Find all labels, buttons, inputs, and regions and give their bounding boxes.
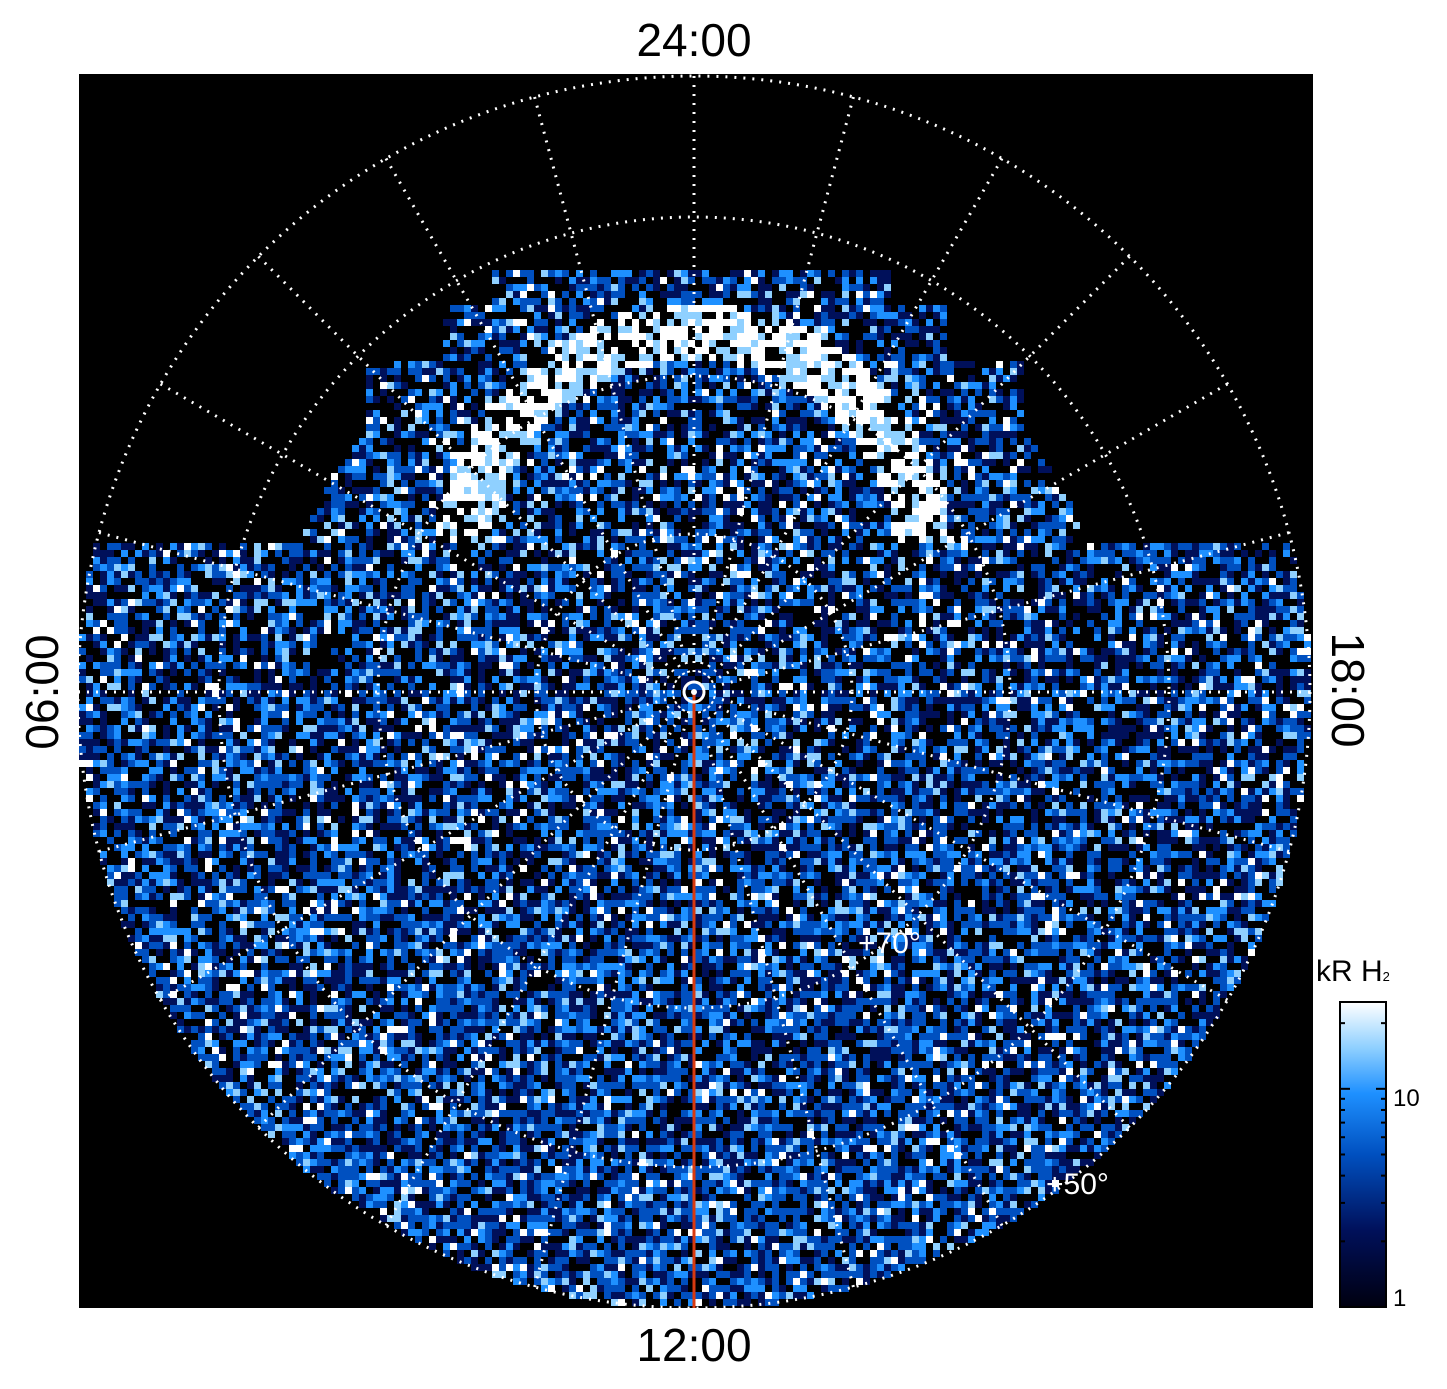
longitude-spoke-21: [707, 255, 1131, 679]
longitude-spoke-2: [710, 700, 1229, 1002]
longitude-spoke-16: [384, 157, 686, 676]
emission-pixels-level-4: [86, 270, 1311, 1306]
longitude-spoke-3: [707, 705, 1131, 1129]
latitude-circle-3: [217, 215, 1171, 1169]
local-time-label-top: 24:00: [636, 14, 752, 66]
lat-lon-grid: [76, 74, 1312, 1310]
longitude-spoke-5: [697, 710, 855, 1288]
longitude-spoke-15: [257, 255, 681, 679]
latitude-circle-1: [534, 532, 854, 852]
colorbar-unit-subscript: 2: [1382, 969, 1390, 984]
longitude-spoke-7: [533, 710, 691, 1288]
local-time-label-bottom: 12:00: [636, 1319, 752, 1371]
longitude-spoke-17: [533, 96, 691, 674]
longitude-spoke-8: [384, 708, 686, 1227]
longitude-spoke-23: [712, 531, 1290, 689]
emission-pixels-level-5: [79, 270, 1311, 1306]
local-time-label-right: 18:00: [1322, 632, 1374, 748]
longitude-spoke-13: [98, 531, 676, 689]
longitude-spoke-22: [710, 382, 1229, 684]
colorbar-tick-label-low: 1: [1393, 1285, 1407, 1312]
colorbar-unit: kR H: [1316, 955, 1383, 988]
latitude-label-inner: +70°: [858, 927, 921, 960]
local-time-label-left: 06:00: [16, 634, 68, 750]
longitude-spoke-9: [257, 705, 681, 1129]
longitude-spoke-20: [702, 157, 1004, 676]
longitude-spoke-11: [98, 695, 676, 853]
longitude-spoke-10: [159, 700, 678, 1002]
colorbar-ticks: [1340, 1022, 1386, 1308]
colorbar-title: kR H2: [1316, 957, 1390, 987]
colorbar-tick-label-high: 10: [1393, 1085, 1420, 1112]
colorbar: [1339, 1001, 1387, 1308]
longitude-spoke-4: [702, 708, 1004, 1227]
pole-marker-inner: [691, 689, 697, 695]
longitude-spoke-14: [159, 382, 678, 684]
longitude-spoke-19: [697, 96, 855, 674]
longitude-spoke-1: [712, 695, 1290, 853]
pole-marker-outer: [682, 680, 706, 704]
latitude-label-outer: +50°: [1046, 1168, 1109, 1201]
